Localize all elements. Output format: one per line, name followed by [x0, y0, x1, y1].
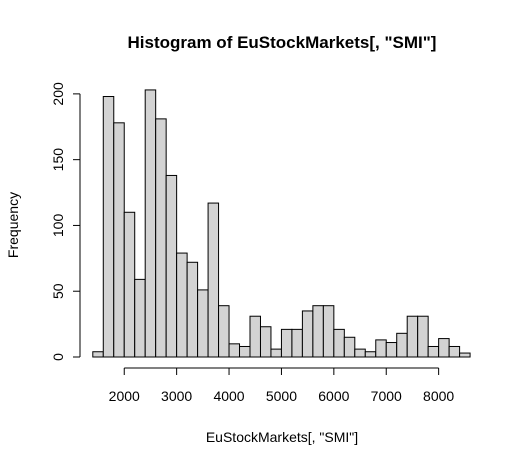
histogram-bar [144, 89, 157, 358]
histogram-bar [186, 261, 199, 358]
x-axis-label: EuStockMarkets[, "SMI"] [206, 429, 358, 445]
histogram-bar [301, 310, 314, 358]
histogram-bar [438, 338, 450, 358]
x-axis: 2000 3000 4000 5000 6000 7000 8000 [109, 367, 454, 404]
x-tick-label: 5000 [266, 388, 297, 404]
histogram-bar [385, 342, 398, 358]
histogram-bar [417, 315, 429, 358]
x-tick-label: 8000 [423, 388, 454, 404]
histogram-bar [228, 343, 241, 358]
x-tick-label: 3000 [161, 388, 192, 404]
histogram-bar [280, 328, 293, 358]
x-tick-label: 4000 [213, 388, 244, 404]
histogram-bar [396, 332, 408, 358]
histogram-bar [312, 305, 324, 358]
histogram-bar [92, 351, 104, 358]
y-tick-label: 200 [50, 82, 66, 106]
histogram-bar [239, 345, 251, 358]
x-tick-label: 7000 [371, 388, 402, 404]
histogram-bar [207, 202, 220, 358]
histogram-bar [155, 118, 167, 358]
histogram-bar [322, 305, 335, 358]
histogram-bar [249, 315, 261, 358]
histogram-bar [197, 289, 209, 358]
x-tick-label: 2000 [109, 388, 140, 404]
histogram-bar [134, 278, 146, 358]
y-tick-label: 100 [50, 214, 66, 238]
histogram-bar [176, 252, 188, 358]
histogram-bar [459, 352, 471, 358]
histogram-bar [113, 122, 125, 358]
x-tick-label: 6000 [318, 388, 349, 404]
histogram-bar [427, 345, 440, 358]
histogram-bar [343, 336, 356, 358]
histogram-bar [354, 348, 366, 358]
histogram-bar [123, 211, 136, 358]
y-tick-label: 0 [50, 353, 66, 361]
histogram-bar [102, 96, 115, 358]
histogram-bar [259, 326, 272, 358]
histogram-bar [333, 328, 345, 358]
y-axis-label: Frequency [5, 192, 21, 258]
chart-title: Histogram of EuStockMarkets[, "SMI"] [128, 33, 437, 52]
y-tick-label: 150 [50, 148, 66, 172]
histogram-bar [291, 328, 303, 358]
histogram-bar [165, 174, 178, 358]
histogram-bar [218, 305, 230, 358]
bars-group [92, 89, 471, 358]
y-axis: 0 50 100 150 200 [50, 82, 81, 361]
histogram-bar [406, 315, 419, 358]
histogram-bar [375, 339, 387, 358]
histogram-bar [364, 351, 377, 358]
histogram-bar [270, 348, 282, 358]
y-tick-label: 50 [50, 283, 66, 299]
histogram-bar [448, 345, 461, 358]
